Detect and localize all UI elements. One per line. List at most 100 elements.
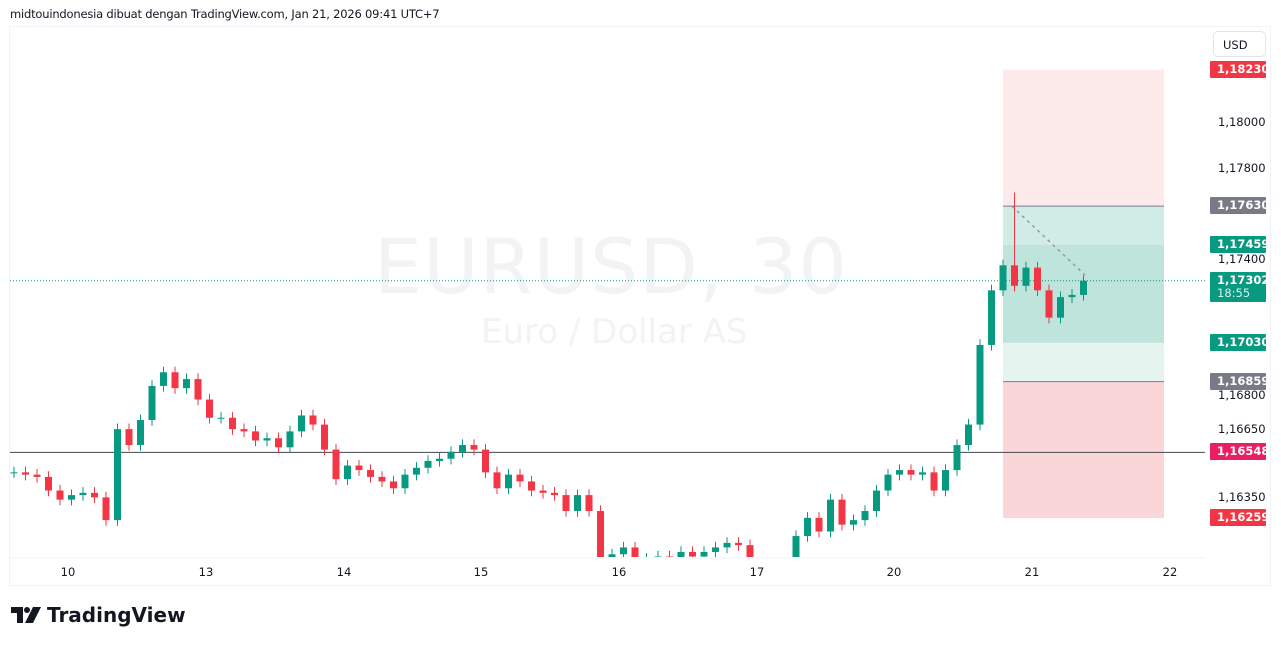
tradingview-logo[interactable]: TradingView <box>11 603 186 627</box>
candle-body <box>976 344 984 425</box>
candle-body <box>597 511 604 557</box>
candle-body <box>505 474 512 489</box>
price-label-value: 1,17630 <box>1217 198 1270 213</box>
tradingview-logo-icon <box>11 607 41 623</box>
candle-body <box>378 476 386 482</box>
x-tick-label: 15 <box>473 565 489 579</box>
candle-body <box>470 445 478 450</box>
candle-body <box>861 511 869 521</box>
candle-body <box>68 495 75 500</box>
candle-body <box>413 467 420 475</box>
candle-body <box>401 474 409 489</box>
candle-body <box>999 265 1007 291</box>
y-tick-label: 1,17400 <box>1218 251 1266 266</box>
x-tick-label: 17 <box>749 565 765 579</box>
candle-body <box>367 470 374 477</box>
symbol-description-watermark: Euro / Dollar AS <box>481 312 748 352</box>
x-tick-label: 20 <box>886 565 902 579</box>
chart-header-attribution: midtouindonesia dibuat dengan TradingVie… <box>10 7 440 21</box>
candle-body <box>528 481 535 491</box>
candle-body <box>827 499 834 532</box>
x-tick-label: 21 <box>1024 565 1040 579</box>
candle-body <box>562 495 570 512</box>
candle-body <box>114 429 121 521</box>
price-label: 1,16859 <box>1210 372 1270 390</box>
candle-body <box>137 420 144 446</box>
y-tick-label: 1,16650 <box>1218 422 1266 437</box>
candle-body <box>1045 290 1053 318</box>
candle-body <box>229 417 236 430</box>
candle-body <box>815 517 823 532</box>
candle-body <box>838 499 846 525</box>
y-tick-label: 1,17800 <box>1218 160 1266 175</box>
candle-body <box>298 415 305 432</box>
candle-body <box>1080 280 1087 295</box>
candle-body <box>56 490 64 500</box>
candle-body <box>942 470 949 491</box>
x-tick-label: 14 <box>336 565 352 579</box>
candle-body <box>252 431 259 441</box>
candle-body <box>965 424 972 446</box>
price-label-value: 1,17459 <box>1217 237 1270 252</box>
candle-body <box>344 465 351 480</box>
candle-body <box>907 470 915 475</box>
candle-body <box>666 556 673 557</box>
candle-body <box>355 465 363 471</box>
candle-body <box>447 451 455 459</box>
price-label-value: 1,16859 <box>1217 373 1270 388</box>
candle-body <box>884 474 892 491</box>
stop-loss-zone <box>1003 69 1164 207</box>
tradingview-logo-text: TradingView <box>47 603 186 627</box>
y-tick-label: 1,16350 <box>1218 490 1266 505</box>
candle-body <box>33 474 41 477</box>
candle-body <box>45 476 52 491</box>
candle-body <box>551 492 558 496</box>
price-label: 1,18230 <box>1210 60 1269 78</box>
trend-line <box>1011 205 1086 276</box>
chart-frame <box>9 26 1271 586</box>
candle-body <box>102 497 110 521</box>
candle-body <box>930 472 938 491</box>
candle-body <box>321 424 328 450</box>
candle-body <box>988 290 995 345</box>
candle-body <box>160 372 167 386</box>
candle-body <box>585 495 593 512</box>
y-tick-label: 1,16800 <box>1218 388 1266 402</box>
candle-body <box>206 399 213 418</box>
price-label: 1,16548 <box>1210 443 1270 461</box>
candle-body <box>631 547 639 557</box>
candle-body <box>516 474 524 482</box>
candle-body <box>436 458 443 461</box>
candle-body <box>286 431 294 448</box>
candle-body <box>539 490 547 493</box>
candle-body <box>148 385 156 421</box>
price-label-value: 1,16548 <box>1217 444 1270 459</box>
candle-body <box>125 429 133 446</box>
candle-body <box>850 520 857 525</box>
candle-body <box>424 460 432 468</box>
candle-body <box>873 490 880 512</box>
candle-body <box>746 545 754 557</box>
candle-body <box>643 559 650 561</box>
candle-body <box>770 579 777 586</box>
candle-body <box>1034 267 1041 291</box>
candle-body <box>677 551 685 557</box>
candle-body <box>1057 297 1064 318</box>
candle-body <box>689 551 696 557</box>
candle-body <box>723 542 731 548</box>
currency-button[interactable]: USD <box>1213 31 1266 57</box>
candle-body <box>79 492 87 496</box>
candle-body <box>735 542 742 546</box>
candle-body <box>482 449 489 473</box>
x-tick-label: 13 <box>198 565 214 579</box>
candle-body <box>390 481 397 489</box>
candle-body <box>91 492 98 498</box>
candle-body <box>792 536 800 557</box>
candle-body <box>263 438 271 441</box>
candle-body <box>22 472 29 475</box>
candle-body <box>574 495 581 512</box>
candle-body <box>217 417 225 419</box>
candle-body <box>171 372 179 389</box>
price-label: 1,17630 <box>1210 197 1270 215</box>
